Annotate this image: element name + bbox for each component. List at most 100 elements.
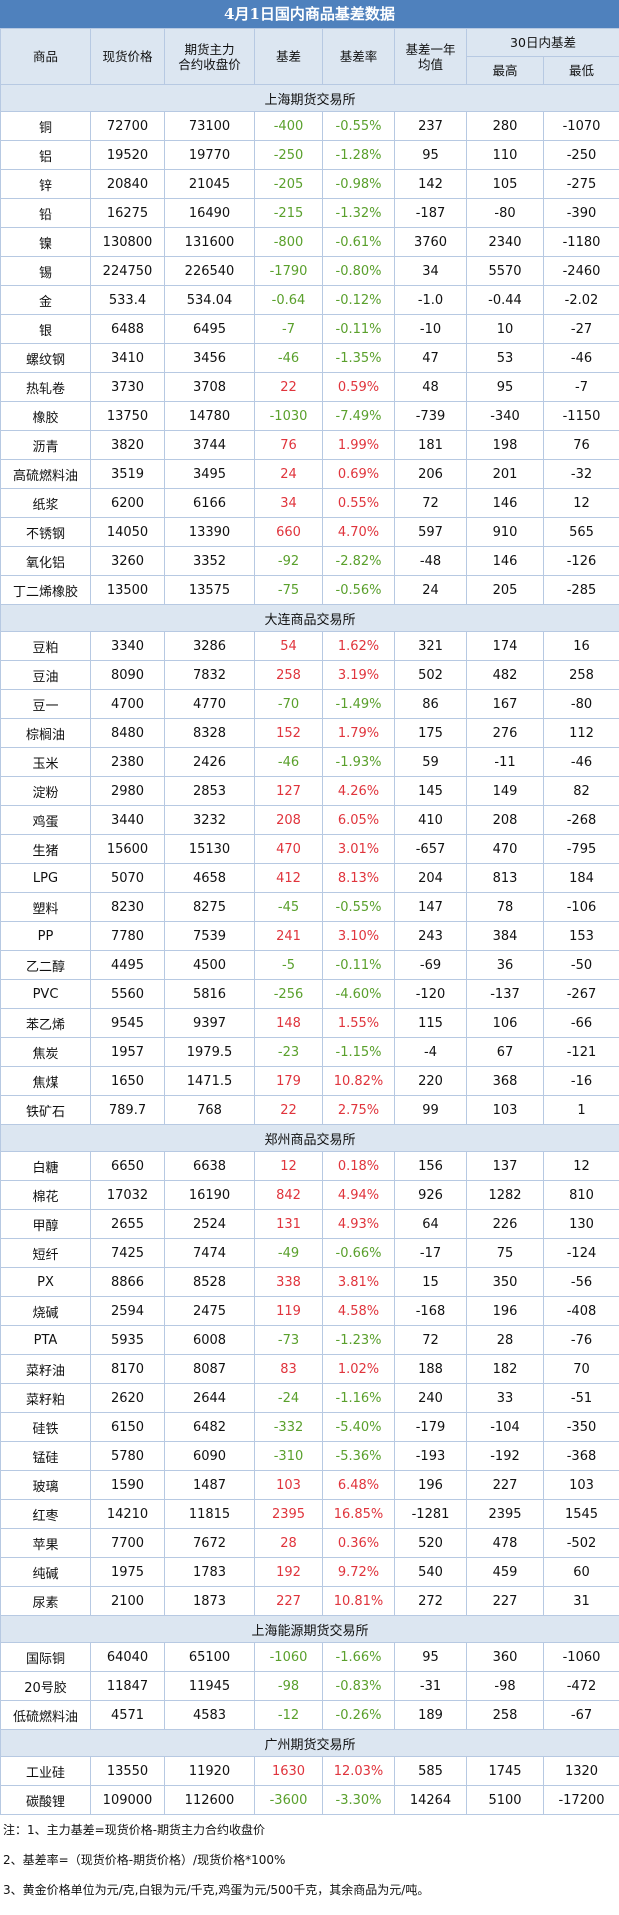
spot-price: 7700 — [90, 1528, 165, 1558]
basis-rate: 6.05% — [322, 805, 395, 835]
table-row: 丁二烯橡胶 13500 13575 -75 -0.56% 24 205 -285 — [0, 575, 619, 605]
basis-value: 22 — [254, 1095, 323, 1125]
col-header-low: 最低 — [543, 56, 619, 85]
basis-value: 28 — [254, 1528, 323, 1558]
high-30d: 53 — [466, 343, 544, 373]
table-row: 碳酸锂 109000 112600 -3600 -3.30% 14264 5100 -1720… — [0, 1785, 619, 1815]
spot-price: 8866 — [90, 1267, 165, 1297]
high-30d: 205 — [466, 575, 544, 605]
low-30d: -350 — [543, 1412, 619, 1442]
spot-price: 13550 — [90, 1756, 165, 1786]
low-30d: -51 — [543, 1383, 619, 1413]
basis-value: 412 — [254, 863, 323, 893]
year-avg-basis: 189 — [394, 1700, 467, 1730]
spot-price: 224750 — [90, 256, 165, 286]
basis-value: -205 — [254, 169, 323, 199]
low-30d: 12 — [543, 1151, 619, 1181]
high-30d: -104 — [466, 1412, 544, 1442]
futures-price: 11920 — [164, 1756, 255, 1786]
year-avg-basis: 72 — [394, 488, 467, 518]
basis-value: -75 — [254, 575, 323, 605]
futures-price: 1783 — [164, 1557, 255, 1587]
year-avg-basis: 47 — [394, 343, 467, 373]
basis-rate: -5.40% — [322, 1412, 395, 1442]
product-name: 玻璃 — [0, 1470, 91, 1500]
year-avg-basis: 196 — [394, 1470, 467, 1500]
basis-rate: 3.81% — [322, 1267, 395, 1297]
spot-price: 3519 — [90, 459, 165, 489]
year-avg-basis: 410 — [394, 805, 467, 835]
basis-rate: -0.98% — [322, 169, 395, 199]
spot-price: 130800 — [90, 227, 165, 257]
spot-price: 6650 — [90, 1151, 165, 1181]
high-30d: 75 — [466, 1238, 544, 1268]
spot-price: 533.4 — [90, 285, 165, 315]
spot-price: 789.7 — [90, 1095, 165, 1125]
basis-rate: 3.19% — [322, 660, 395, 690]
basis-value: -0.64 — [254, 285, 323, 315]
basis-rate: 10.82% — [322, 1066, 395, 1096]
basis-value: -92 — [254, 546, 323, 576]
basis-value: 22 — [254, 372, 323, 402]
table-row: 苹果 7700 7672 28 0.36% 520 478 -502 — [0, 1528, 619, 1558]
footnotes: 注：1、主力基差=现货价格-期货主力合约收盘价 2、基差率=（现货价格-期货价格）… — [0, 1815, 619, 1905]
high-30d: 5100 — [466, 1785, 544, 1815]
spot-price: 4495 — [90, 950, 165, 980]
table-row: 低硫燃料油 4571 4583 -12 -0.26% 189 258 -67 — [0, 1700, 619, 1730]
year-avg-basis: 220 — [394, 1066, 467, 1096]
year-avg-basis: -31 — [394, 1671, 467, 1701]
futures-price: 131600 — [164, 227, 255, 257]
table-row: 镍 130800 131600 -800 -0.61% 3760 2340 -1180 — [0, 227, 619, 257]
futures-price: 11945 — [164, 1671, 255, 1701]
product-name: 锰硅 — [0, 1441, 91, 1471]
product-name: 棕榈油 — [0, 718, 91, 748]
basis-value: -73 — [254, 1325, 323, 1355]
spot-price: 2100 — [90, 1586, 165, 1616]
spot-price: 5070 — [90, 863, 165, 893]
product-name: 银 — [0, 314, 91, 344]
futures-price: 5816 — [164, 979, 255, 1009]
low-30d: -2460 — [543, 256, 619, 286]
low-30d: -1180 — [543, 227, 619, 257]
high-30d: 146 — [466, 546, 544, 576]
basis-rate: 16.85% — [322, 1499, 395, 1529]
table-row: 铜 72700 73100 -400 -0.55% 237 280 -1070 — [0, 111, 619, 141]
high-30d: 5570 — [466, 256, 544, 286]
spot-price: 8230 — [90, 892, 165, 922]
spot-price: 3730 — [90, 372, 165, 402]
futures-price: 7832 — [164, 660, 255, 690]
year-avg-basis: 14264 — [394, 1785, 467, 1815]
futures-price: 7672 — [164, 1528, 255, 1558]
table-row: 鸡蛋 3440 3232 208 6.05% 410 208 -268 — [0, 805, 619, 835]
table-row: 焦炭 1957 1979.5 -23 -1.15% -4 67 -121 — [0, 1037, 619, 1067]
product-name: 铝 — [0, 140, 91, 170]
futures-price: 226540 — [164, 256, 255, 286]
product-name: 热轧卷 — [0, 372, 91, 402]
year-avg-basis: 188 — [394, 1354, 467, 1384]
low-30d: -502 — [543, 1528, 619, 1558]
year-avg-basis: 272 — [394, 1586, 467, 1616]
section-header-row: 上海能源期货交易所 — [0, 1615, 619, 1643]
basis-rate: -0.80% — [322, 256, 395, 286]
spot-price: 6488 — [90, 314, 165, 344]
futures-price: 768 — [164, 1095, 255, 1125]
year-avg-basis: 86 — [394, 689, 467, 719]
table-row: 甲醇 2655 2524 131 4.93% 64 226 130 — [0, 1209, 619, 1239]
low-30d: -32 — [543, 459, 619, 489]
high-30d: 813 — [466, 863, 544, 893]
product-name: 红枣 — [0, 1499, 91, 1529]
product-name: 沥青 — [0, 430, 91, 460]
product-name: 塑料 — [0, 892, 91, 922]
table-row: 热轧卷 3730 3708 22 0.59% 48 95 -7 — [0, 372, 619, 402]
high-30d: 174 — [466, 631, 544, 661]
year-avg-basis: 95 — [394, 140, 467, 170]
futures-price: 1873 — [164, 1586, 255, 1616]
table-header: 商品 现货价格 期货主力 合约收盘价 基差 基差率 基差一年 均值 30日内基差 最… — [0, 28, 619, 85]
high-30d: 105 — [466, 169, 544, 199]
high-30d: 103 — [466, 1095, 544, 1125]
futures-price: 11815 — [164, 1499, 255, 1529]
table-row: 金 533.4 534.04 -0.64 -0.12% -1.0 -0.44 -2.02 — [0, 285, 619, 315]
basis-rate: -1.32% — [322, 198, 395, 228]
basis-value: -98 — [254, 1671, 323, 1701]
product-name: 短纤 — [0, 1238, 91, 1268]
